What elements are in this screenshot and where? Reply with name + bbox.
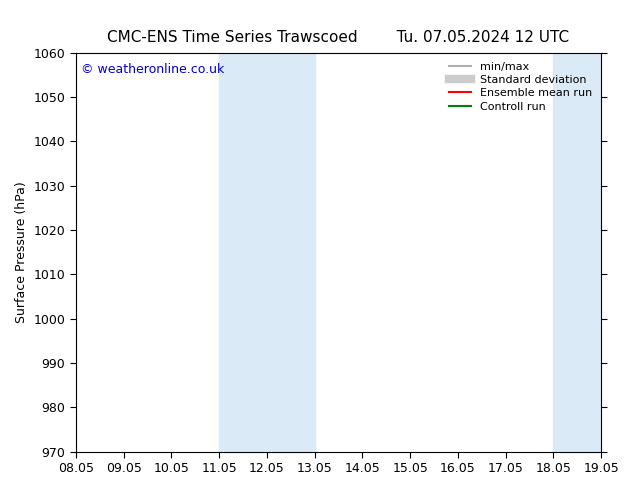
Bar bbox=[219, 53, 314, 452]
Text: © weatheronline.co.uk: © weatheronline.co.uk bbox=[81, 63, 224, 76]
Legend: min/max, Standard deviation, Ensemble mean run, Controll run: min/max, Standard deviation, Ensemble me… bbox=[444, 57, 597, 116]
Title: CMC-ENS Time Series Trawscoed        Tu. 07.05.2024 12 UTC: CMC-ENS Time Series Trawscoed Tu. 07.05.… bbox=[107, 30, 569, 45]
Bar bbox=[553, 53, 625, 452]
Y-axis label: Surface Pressure (hPa): Surface Pressure (hPa) bbox=[15, 181, 28, 323]
